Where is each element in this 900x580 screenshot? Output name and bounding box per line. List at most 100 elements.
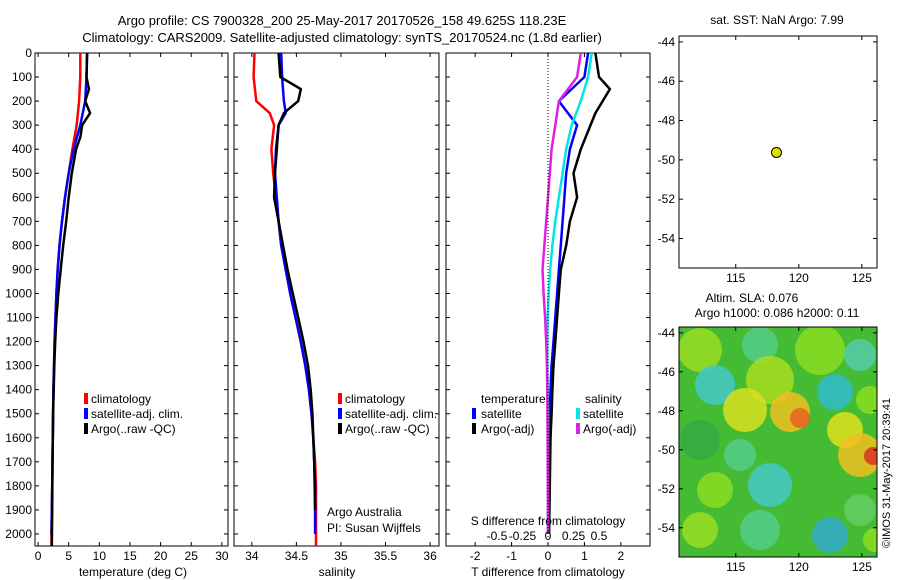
series-line [252,53,318,546]
x-tick-label: 25 [185,549,199,563]
legend-swatch-satellite [84,408,88,419]
legend-swatch-argo [84,423,88,434]
s-tick-label: -0.25 [509,529,537,543]
y-tick-label: 500 [12,166,32,180]
heatmap-blob [790,408,810,428]
x-tick-label: 120 [789,271,809,285]
y-tick-label: 300 [12,118,32,132]
legend-swatch-climatology [84,393,88,404]
series-line [547,53,612,535]
y-tick-label: 1800 [5,479,32,493]
series-line [272,53,317,510]
x-tick-label: -2 [470,549,481,563]
agency-label: Argo Australia [327,505,402,519]
series-group [541,53,612,535]
s-tick-label: -0.5 [487,529,508,543]
s-tick-label: 0.5 [591,529,608,543]
legend-swatch-temp-satellite [472,408,476,419]
legend-label: satellite [583,407,624,421]
y-tick-label: 0 [25,46,32,60]
heatmap-blob [795,327,845,375]
legend-heading-salinity: salinity [585,392,622,406]
y-tick-label: 800 [12,238,32,252]
location-map-panel: 115 120 125 -44 -46 -48 -50 -52 -54 [658,35,878,285]
temperature-panel: 0100200300400500600700800900100011001200… [5,46,229,563]
temperature-legend: climatology satellite-adj. clim. Argo(..… [84,392,183,436]
y-tick-label: 200 [12,94,32,108]
y-tick-label: -46 [658,365,676,379]
x-tick-label: 1 [581,549,588,563]
legend-label: Argo(..raw -QC) [345,422,430,436]
salinity-panel: 34 34.5 35 35.5 36 [233,52,440,563]
y-tick-label: 1600 [5,431,32,445]
heatmap-blob [742,327,778,363]
location-map-title: sat. SST: NaN Argo: 7.99 [710,13,844,27]
temperature-axis-label: temperature (deg C) [79,565,187,579]
y-tick-label: 400 [12,142,32,156]
sla-map-title-1: Altim. SLA: 0.076 [706,291,799,305]
x-tick-label: 125 [852,271,872,285]
y-tick-label: -44 [658,326,676,340]
x-tick-label: 5 [65,549,72,563]
heatmap-blob [697,472,733,508]
y-tick-label: 1500 [5,407,32,421]
legend-label: satellite-adj. clim. [345,407,437,421]
y-tick-label: 1400 [5,383,32,397]
x-tick-label: 36 [423,549,437,563]
y-tick-label: -50 [658,443,676,457]
sla-map-panel: 115 120 125 -44 -46 -48 -50 -52 -54 [658,326,878,574]
plot-frame [233,52,440,547]
y-tick-label: -44 [658,35,676,49]
sla-map-title-2: Argo h1000: 0.086 h2000: 0.11 [695,306,860,320]
legend-label: satellite [481,407,522,421]
legend-label: climatology [91,392,151,406]
series-line [546,53,593,534]
y-tick-label: -50 [658,153,676,167]
legend-label: climatology [345,392,405,406]
y-tick-label: 1200 [5,335,32,349]
x-tick-label: 30 [215,549,229,563]
series-line [273,53,317,534]
y-tick-label: 1300 [5,359,32,373]
series-line [541,53,583,535]
heatmap-blob [679,328,722,372]
figure-title-line2: Climatology: CARS2009. Satellite-adjuste… [82,30,602,45]
map-frame [678,35,878,269]
y-tick-label: -48 [658,404,676,418]
x-tick-label: 115 [726,560,745,574]
series-group [252,53,318,546]
legend-swatch-temp-argo [472,423,476,434]
heatmap-blob [680,420,720,460]
y-tick-label: -52 [658,192,676,206]
heatmap-field [679,327,877,557]
pi-label: PI: Susan Wijffels [327,521,421,535]
heatmap-blob [810,475,850,515]
heatmap-blob [856,386,877,414]
series-group [50,53,92,546]
x-tick-label: 34.5 [285,549,309,563]
heatmap-blob [863,528,877,552]
legend-label: Argo(-adj) [481,422,534,436]
legend-swatch-argo [338,423,342,434]
y-tick-label: 900 [12,262,32,276]
x-tick-label: 35 [334,549,348,563]
y-tick-label: 700 [12,214,32,228]
salinity-legend: climatology satellite-adj. clim. Argo(..… [327,392,437,535]
x-tick-label: 10 [93,549,107,563]
heatmap-blob [695,365,735,405]
legend-heading-temperature: temperature [481,392,546,406]
x-tick-label: -1 [506,549,517,563]
s-tick-label: 0 [545,529,552,543]
y-tick-label: 2000 [5,527,32,541]
y-tick-label: -46 [658,74,676,88]
legend-swatch-climatology [338,393,342,404]
y-tick-label: 1900 [5,503,32,517]
y-tick-label: 1700 [5,455,32,469]
difference-panel: -2 -1 0 1 2 -0.5 -0.25 0 0.25 0.5 [445,52,651,563]
y-tick-label: 1100 [6,311,32,325]
heatmap-blob [746,356,794,404]
s-tick-label: 0.25 [562,529,586,543]
x-tick-label: 125 [852,560,872,574]
legend-swatch-satellite [338,408,342,419]
